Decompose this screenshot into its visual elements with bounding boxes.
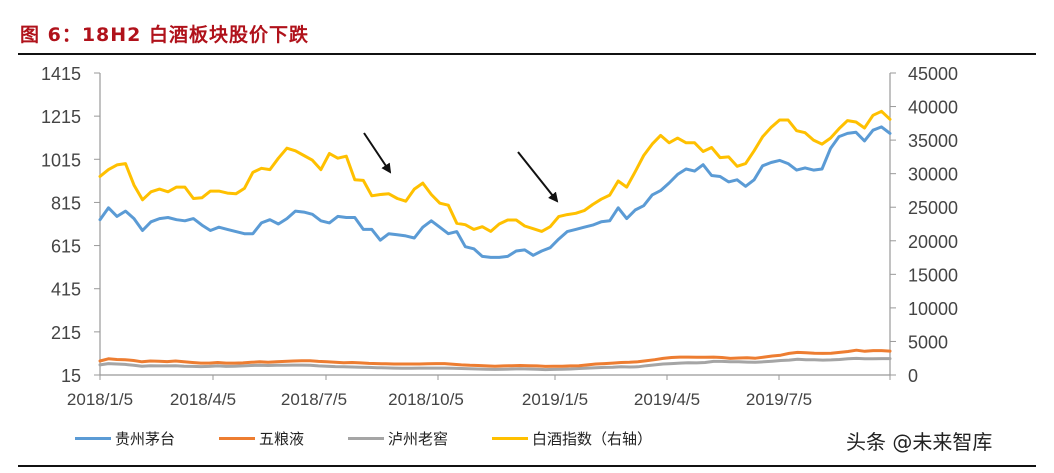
svg-text:2018/1/5: 2018/1/5 xyxy=(67,390,133,409)
svg-text:815: 815 xyxy=(51,193,81,213)
svg-text:45000: 45000 xyxy=(908,64,958,84)
legend-swatch-luzhou xyxy=(348,437,385,440)
svg-text:415: 415 xyxy=(51,280,81,300)
arrow-icon xyxy=(517,151,559,203)
svg-text:2018/10/5: 2018/10/5 xyxy=(388,390,464,409)
x-axis: 2018/1/5 2018/4/5 2018/7/5 2018/10/5 2019/1/… xyxy=(67,374,891,409)
left-y-axis: 15 215 415 615 815 1015 1215 1415 xyxy=(41,64,101,386)
legend-item-moutai: 贵州茅台 xyxy=(75,428,175,449)
top-divider xyxy=(18,53,1036,55)
watermark: 头条 @未来智库 xyxy=(846,430,993,454)
legend-swatch-baijiu-index xyxy=(492,437,529,440)
svg-text:615: 615 xyxy=(51,237,81,257)
svg-text:35000: 35000 xyxy=(908,131,958,151)
legend-swatch-moutai xyxy=(75,437,111,440)
svg-text:5000: 5000 xyxy=(908,332,948,352)
svg-text:20000: 20000 xyxy=(908,232,958,252)
svg-text:30000: 30000 xyxy=(908,165,958,185)
svg-text:2018/7/5: 2018/7/5 xyxy=(281,390,347,409)
svg-text:10000: 10000 xyxy=(908,299,958,319)
legend-item-baijiu-index: 白酒指数（右轴） xyxy=(492,428,652,449)
legend-label: 五粮液 xyxy=(259,430,305,448)
right-y-axis: 0 5000 10000 15000 20000 25000 30000 35000 40000… xyxy=(889,64,958,386)
svg-text:15000: 15000 xyxy=(908,265,958,285)
svg-text:1415: 1415 xyxy=(41,64,81,84)
bottom-divider xyxy=(18,465,1036,467)
legend-swatch-wuliangye xyxy=(219,437,256,440)
annotation-arrows xyxy=(363,132,559,203)
figure-title: 图 6：18H2 白酒板块股价下跌 xyxy=(20,24,310,46)
svg-text:2019/4/5: 2019/4/5 xyxy=(634,390,700,409)
svg-text:1015: 1015 xyxy=(41,150,81,170)
legend-item-luzhou: 泸州老窖 xyxy=(348,428,448,449)
svg-text:2018/4/5: 2018/4/5 xyxy=(170,390,236,409)
series-line xyxy=(98,356,892,372)
svg-text:1215: 1215 xyxy=(41,107,81,127)
svg-text:2019/1/5: 2019/1/5 xyxy=(522,390,588,409)
arrow-icon xyxy=(363,132,392,174)
series-line xyxy=(98,348,892,368)
svg-text:2019/7/5: 2019/7/5 xyxy=(746,390,812,409)
svg-text:25000: 25000 xyxy=(908,198,958,218)
legend-item-wuliangye: 五粮液 xyxy=(219,428,304,449)
svg-text:215: 215 xyxy=(51,323,81,343)
legend-label: 泸州老窖 xyxy=(388,430,449,448)
series-line xyxy=(98,109,892,233)
legend: 贵州茅台 五粮液 泸州老窖 白酒指数（右轴） xyxy=(75,428,696,449)
svg-text:40000: 40000 xyxy=(908,98,958,118)
svg-text:0: 0 xyxy=(908,366,918,386)
legend-label: 白酒指数（右轴） xyxy=(532,430,653,448)
svg-text:15: 15 xyxy=(61,366,81,386)
series-lines xyxy=(98,109,892,372)
series-line xyxy=(98,125,892,259)
legend-label: 贵州茅台 xyxy=(115,430,176,448)
